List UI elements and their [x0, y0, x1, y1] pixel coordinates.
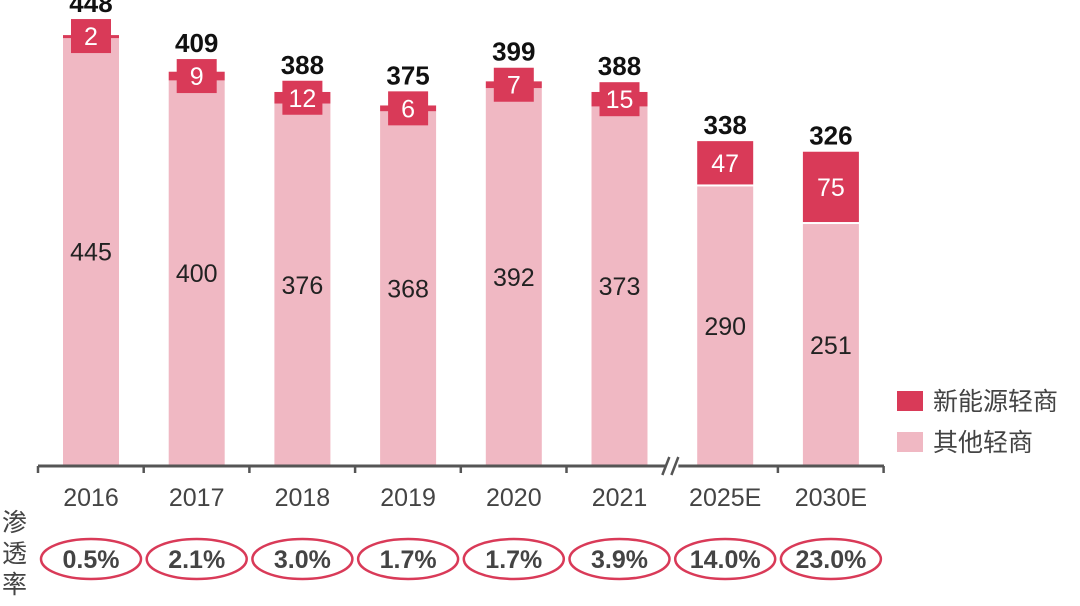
x-tick-label: 2020	[486, 484, 542, 512]
penetration-ellipse	[145, 537, 248, 581]
bar-label-nev: 47	[711, 150, 739, 178]
x-tick-label: 2016	[63, 484, 119, 512]
bar-segment-other	[697, 186, 754, 466]
penetration-ellipse	[779, 537, 883, 581]
bar-total-label: 375	[386, 60, 429, 90]
bar-total-label: 409	[175, 28, 218, 58]
penetration-value: 14.0%	[690, 546, 761, 574]
bar-label-other: 376	[282, 272, 324, 300]
bar-segment-other	[168, 80, 225, 467]
penetration-ellipse	[568, 537, 671, 581]
bar-label-nev: 9	[190, 63, 204, 91]
bar-total-label: 448	[69, 0, 112, 18]
bar-label-other: 368	[387, 276, 429, 304]
penetration-row-label: 渗透率	[2, 509, 27, 599]
bar-total-label: 388	[598, 51, 641, 81]
penetration-ellipse	[462, 537, 566, 581]
bar-label-nev: 2	[84, 23, 98, 51]
penetration-value: 0.5%	[63, 546, 120, 574]
penetration-ellipse	[39, 537, 143, 581]
penetration-value: 2.1%	[168, 546, 225, 574]
legend-label-nev: 新能源轻商	[933, 388, 1058, 416]
penetration-value: 23.0%	[795, 546, 866, 574]
bar-total-label: 326	[809, 121, 852, 151]
bar-label-box-nev	[599, 82, 640, 117]
axis-break-mark	[670, 456, 680, 476]
bar-label-other: 400	[176, 260, 218, 288]
bar-segment-other	[802, 224, 859, 466]
bar-total-label: 338	[704, 110, 747, 140]
penetration-value: 3.9%	[591, 546, 648, 574]
penetration-value: 3.0%	[274, 546, 331, 574]
bar-segment-nev	[802, 151, 859, 223]
x-tick-label: 2019	[380, 484, 436, 512]
penetration-ellipse	[673, 537, 777, 581]
bar-label-box-nev	[176, 59, 217, 94]
bar-segment-other	[591, 106, 648, 466]
x-tick-label: 2017	[169, 484, 225, 512]
bar-label-box-nev	[282, 80, 323, 115]
bar-label-nev: 6	[401, 95, 415, 123]
bar-label-other: 251	[810, 332, 852, 360]
x-tick-label: 2030E	[795, 484, 867, 512]
penetration-value: 1.7%	[380, 546, 437, 574]
bar-label-box-nev	[388, 91, 429, 126]
bar-label-other: 445	[70, 239, 112, 267]
penetration-ellipse	[251, 537, 354, 581]
axis-break-mark	[661, 456, 671, 476]
legend-swatch-nev	[897, 391, 923, 411]
bar-label-box-nev	[71, 19, 111, 54]
bar-label-nev: 7	[507, 72, 521, 100]
x-tick-label: 2018	[275, 484, 331, 512]
bar-segment-other	[485, 88, 542, 466]
bar-label-other: 392	[493, 264, 535, 292]
bar-total-label: 388	[281, 50, 324, 80]
bar-label-nev: 12	[288, 85, 316, 113]
bar-label-other: 373	[599, 273, 641, 301]
bar-label-box-nev	[493, 67, 534, 102]
bar-segment-other	[380, 111, 437, 467]
bar-segment-other	[63, 37, 119, 467]
penetration-ellipse	[356, 537, 460, 581]
bar-total-label: 399	[492, 37, 535, 67]
legend-label-other: 其他轻商	[933, 429, 1033, 457]
bar-label-nev: 15	[606, 86, 634, 114]
bar-segment-nev	[697, 141, 754, 185]
penetration-value: 1.7%	[485, 546, 542, 574]
bar-segment-other	[274, 103, 331, 466]
legend-swatch-other	[897, 432, 923, 452]
bar-label-nev: 75	[817, 174, 845, 202]
x-tick-label: 2021	[592, 484, 648, 512]
bar-label-other: 290	[704, 313, 746, 341]
x-tick-label: 2025E	[689, 484, 761, 512]
